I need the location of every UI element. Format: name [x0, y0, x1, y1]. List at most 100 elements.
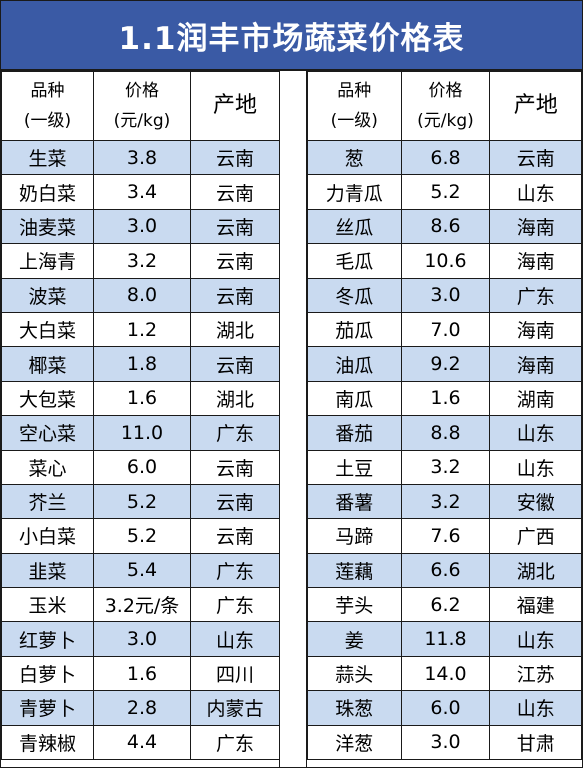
- vegetable-name-cell: 葱: [307, 139, 402, 176]
- price-cell: 5.2: [400, 174, 491, 210]
- price-cell: 5.2: [93, 483, 191, 520]
- vegetable-name-cell: 力青瓜: [307, 174, 402, 210]
- origin-cell: 广西: [489, 518, 582, 554]
- table-row: 丝瓜 8.6 海南: [307, 208, 582, 245]
- origin-cell: 云南: [489, 139, 582, 176]
- vegetable-name-cell: 韭菜: [1, 552, 94, 589]
- price-cell: 3.2元/条: [93, 587, 191, 623]
- price-cell: 1.6: [93, 655, 191, 692]
- price-cell: 11.8: [400, 621, 491, 657]
- vegetable-name-cell: 小白菜: [1, 518, 94, 554]
- price-cell: 10.6: [400, 243, 491, 279]
- table-row: 芥兰 5.2 云南: [1, 483, 280, 520]
- table-row: 洋葱 3.0 甘肃: [307, 724, 582, 761]
- price-cell: 1.6: [400, 380, 491, 417]
- price-cell: 14.0: [400, 655, 491, 692]
- origin-cell: 湖北: [190, 380, 280, 417]
- price-cell: 6.6: [400, 552, 491, 589]
- price-cell: 4.4: [93, 724, 191, 761]
- vegetable-name-cell: 上海青: [1, 243, 94, 279]
- origin-cell: 山东: [489, 690, 582, 726]
- vegetable-name-cell: 油瓜: [307, 346, 402, 382]
- origin-cell: 安徽: [489, 483, 582, 520]
- vegetable-name-cell: 空心菜: [1, 415, 94, 451]
- vegetable-name-cell: 蒜头: [307, 655, 402, 692]
- origin-cell: 湖北: [190, 311, 280, 348]
- price-cell: 6.0: [400, 690, 491, 726]
- price-cell: 3.2: [93, 243, 191, 279]
- origin-cell: 云南: [190, 277, 280, 313]
- origin-cell: 海南: [489, 208, 582, 245]
- origin-cell: 云南: [190, 139, 280, 176]
- table-row: 莲藕 6.6 湖北: [307, 552, 582, 589]
- price-header: 价格 (元/kg): [93, 71, 191, 141]
- vegetable-name-cell: 菜心: [1, 449, 94, 485]
- vegetable-name-cell: 茄瓜: [307, 311, 402, 348]
- table-row: 葱 6.8 云南: [307, 139, 582, 176]
- left-price-table: 品种 (一级) 价格 (元/kg) 产地 生菜 3.8 云南 奶白菜 3.4 云南 油麦菜 3.0…: [1, 71, 280, 761]
- vegetable-name-cell: 波菜: [1, 277, 94, 313]
- table-row: 蒜头 14.0 江苏: [307, 655, 582, 692]
- table-row: 番薯 3.2 安徽: [307, 483, 582, 520]
- origin-cell: 福建: [489, 587, 582, 623]
- price-cell: 3.0: [400, 277, 491, 313]
- table-row: 奶白菜 3.4 云南: [1, 174, 280, 210]
- origin-cell: 广东: [489, 277, 582, 313]
- vegetable-name-cell: 大白菜: [1, 311, 94, 348]
- origin-cell: 四川: [190, 655, 280, 692]
- table-row: 大包菜 1.6 湖北: [1, 380, 280, 417]
- table-row: 土豆 3.2 山东: [307, 449, 582, 485]
- price-cell: 1.2: [93, 311, 191, 348]
- vegetable-name-cell: 红萝卜: [1, 621, 94, 657]
- origin-cell: 湖北: [489, 552, 582, 589]
- table-row: 珠葱 6.0 山东: [307, 690, 582, 726]
- origin-cell: 广东: [190, 415, 280, 451]
- origin-cell: 广东: [190, 587, 280, 623]
- origin-cell: 海南: [489, 311, 582, 348]
- origin-cell: 湖南: [489, 380, 582, 417]
- origin-cell: 山东: [489, 174, 582, 210]
- price-cell: 8.6: [400, 208, 491, 245]
- table-row: 青辣椒 4.4 广东: [1, 724, 280, 761]
- vegetable-name-cell: 毛瓜: [307, 243, 402, 279]
- page-title: 1.1润丰市场蔬菜价格表: [1, 1, 582, 71]
- price-cell: 11.0: [93, 415, 191, 451]
- vegetable-name-cell: 青萝卜: [1, 690, 94, 726]
- price-cell: 7.6: [400, 518, 491, 554]
- price-header: 价格 (元/kg): [400, 71, 491, 141]
- table-row: 姜 11.8 山东: [307, 621, 582, 657]
- table-row: 冬瓜 3.0 广东: [307, 277, 582, 313]
- vegetable-name-cell: 土豆: [307, 449, 402, 485]
- vegetable-name-cell: 洋葱: [307, 724, 402, 761]
- table-header-row: 品种 (一级) 价格 (元/kg) 产地: [1, 71, 280, 141]
- origin-cell: 云南: [190, 483, 280, 520]
- origin-cell: 云南: [190, 449, 280, 485]
- origin-header: 产地: [489, 71, 582, 141]
- table-row: 茄瓜 7.0 海南: [307, 311, 582, 348]
- table-row: 波菜 8.0 云南: [1, 277, 280, 313]
- vegetable-name-cell: 生菜: [1, 139, 94, 176]
- table-row: 韭菜 5.4 广东: [1, 552, 280, 589]
- price-cell: 6.8: [400, 139, 491, 176]
- vegetable-name-cell: 椰菜: [1, 346, 94, 382]
- table-row: 马蹄 7.6 广西: [307, 518, 582, 554]
- name-header: 品种 (一级): [1, 71, 94, 141]
- table-row: 番茄 8.8 山东: [307, 415, 582, 451]
- table-row: 小白菜 5.2 云南: [1, 518, 280, 554]
- table-row: 南瓜 1.6 湖南: [307, 380, 582, 417]
- vegetable-name-cell: 马蹄: [307, 518, 402, 554]
- origin-cell: 云南: [190, 208, 280, 245]
- vegetable-name-cell: 青辣椒: [1, 724, 94, 761]
- table-row: 油瓜 9.2 海南: [307, 346, 582, 382]
- vegetable-name-cell: 冬瓜: [307, 277, 402, 313]
- table-row: 菜心 6.0 云南: [1, 449, 280, 485]
- price-cell: 8.8: [400, 415, 491, 451]
- price-cell: 6.2: [400, 587, 491, 623]
- vegetable-name-cell: 玉米: [1, 587, 94, 623]
- vegetable-name-cell: 南瓜: [307, 380, 402, 417]
- price-cell: 9.2: [400, 346, 491, 382]
- price-cell: 3.2: [400, 449, 491, 485]
- price-cell: 3.0: [93, 621, 191, 657]
- price-cell: 1.6: [93, 380, 191, 417]
